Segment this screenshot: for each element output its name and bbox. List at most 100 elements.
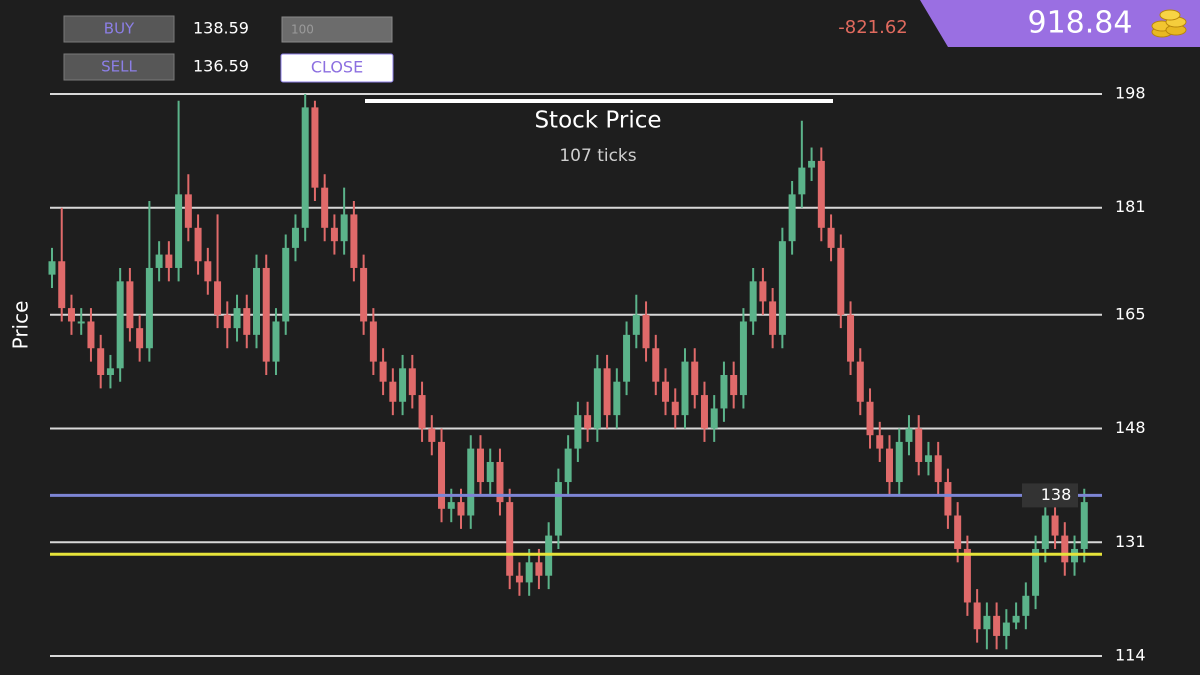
candle-body	[291, 227, 299, 248]
candle-body	[243, 308, 251, 335]
candle-body	[837, 247, 845, 315]
candle-body	[360, 267, 368, 322]
candle-body	[866, 401, 874, 436]
candle-body	[876, 435, 884, 449]
candle-body	[438, 441, 446, 509]
sell-label[interactable]: SELL	[101, 58, 137, 76]
y-tick-label: 148	[1115, 418, 1146, 437]
candle-body	[603, 368, 611, 416]
candle-body	[204, 261, 212, 282]
candle-body	[214, 281, 222, 315]
candle-body	[1041, 515, 1049, 549]
candle-body	[973, 602, 981, 630]
candle-body	[253, 267, 261, 335]
candle-body	[924, 455, 932, 462]
candle-body	[613, 381, 621, 416]
candle-body	[311, 107, 319, 188]
candle-body	[759, 281, 767, 302]
candle-body	[1080, 502, 1088, 549]
candle-body	[77, 321, 85, 324]
coin-icon	[1151, 9, 1187, 38]
candle-body	[194, 227, 202, 262]
candle-body	[223, 314, 231, 329]
balance: 918.84	[1028, 6, 1133, 41]
candle-body	[623, 334, 631, 382]
candle-body	[944, 482, 952, 516]
candle-body	[584, 415, 592, 429]
candle-body	[1032, 548, 1040, 596]
current-price-box	[1022, 483, 1078, 508]
profit: -821.62	[838, 17, 907, 38]
candle-body	[681, 361, 689, 416]
buy-label[interactable]: BUY	[104, 20, 135, 38]
buy-price: 138.59	[193, 19, 249, 38]
candle-body	[730, 375, 738, 396]
candle-body	[817, 160, 825, 228]
candle-body	[993, 615, 1001, 636]
candle-body	[905, 428, 913, 442]
candle-body	[496, 461, 504, 503]
candle-body	[963, 548, 971, 603]
candle-body	[720, 375, 728, 409]
chart-subtitle: 107 ticks	[559, 146, 636, 166]
candle-body	[330, 227, 338, 242]
candle-body	[145, 267, 153, 349]
candle-body	[662, 381, 670, 402]
candle-body	[808, 160, 816, 168]
candle-body	[915, 428, 923, 462]
candle-body	[1002, 622, 1010, 636]
candle-body	[1022, 595, 1030, 616]
candle-body	[106, 368, 114, 375]
candle-body	[574, 415, 582, 449]
quantity-input[interactable]	[281, 16, 393, 43]
candle-body	[379, 361, 387, 382]
candle-body	[934, 455, 942, 483]
y-tick-label: 165	[1115, 304, 1146, 323]
sell-price: 136.59	[193, 57, 249, 76]
candle-body	[749, 281, 757, 322]
candle-body	[233, 308, 241, 329]
candle-body	[116, 281, 124, 369]
candle-body	[476, 448, 484, 483]
close-label[interactable]: CLOSE	[311, 58, 363, 77]
y-tick-label: 198	[1115, 84, 1146, 103]
candle-body	[340, 214, 348, 242]
candle-body	[700, 395, 708, 429]
candle-body	[778, 241, 786, 335]
candle-body	[175, 194, 183, 268]
candle-body	[691, 361, 699, 396]
candle-body	[408, 368, 416, 396]
close-button[interactable]	[280, 53, 394, 83]
candle-body	[710, 408, 718, 429]
candle-body	[788, 194, 796, 242]
candle-body	[895, 441, 903, 483]
title-bar	[365, 99, 833, 103]
candle-body	[525, 562, 533, 583]
candle-body	[350, 214, 358, 268]
candle-body	[515, 575, 523, 583]
buy-button[interactable]	[63, 15, 175, 43]
sell-button[interactable]	[63, 53, 175, 81]
quantity[interactable]: 100	[291, 23, 314, 37]
candle-body	[457, 502, 465, 516]
candle-body	[652, 348, 660, 382]
candle-body	[1061, 535, 1069, 563]
candle-body	[48, 261, 56, 275]
y-tick-label: 114	[1115, 646, 1146, 665]
candle-body	[1051, 515, 1059, 536]
candle-body	[272, 321, 280, 362]
current-price-label: 138	[1041, 485, 1072, 504]
candle-body	[593, 368, 601, 429]
candle-body	[486, 461, 494, 483]
candle-body	[642, 314, 650, 349]
candle-body	[769, 301, 777, 335]
candle-body	[321, 187, 329, 228]
y-tick-label: 181	[1115, 197, 1146, 216]
candle-body	[447, 502, 455, 509]
candle-body	[847, 314, 855, 362]
y-tick-label: 131	[1115, 532, 1146, 551]
candle-body	[739, 321, 747, 396]
candle-body	[535, 562, 543, 576]
candle-body	[389, 381, 397, 402]
